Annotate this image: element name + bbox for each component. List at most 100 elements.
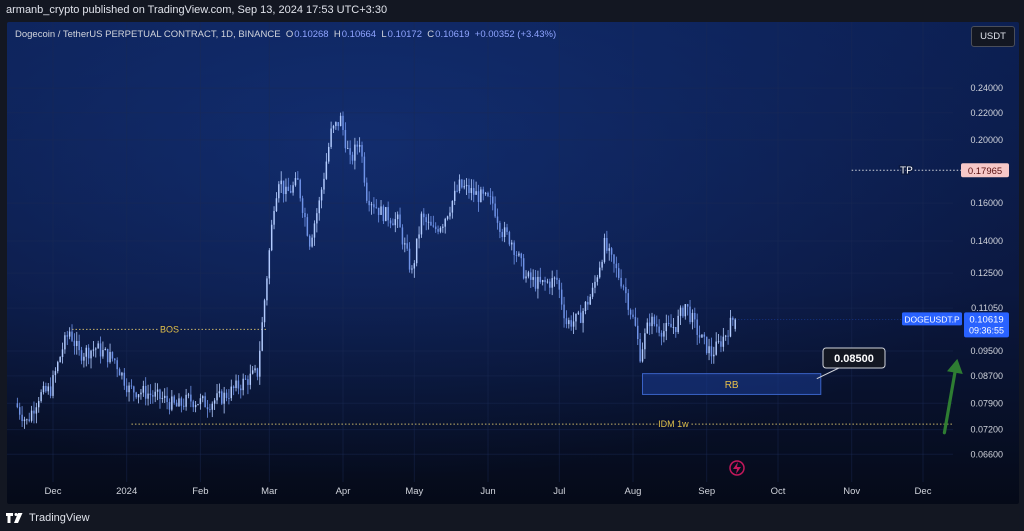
candle-body [187, 394, 190, 396]
candle-body [437, 229, 439, 232]
callout-connector [816, 366, 842, 380]
candle-body [297, 178, 299, 180]
tp-label: TP [900, 165, 913, 176]
candle-body [154, 391, 156, 397]
candle-body [520, 253, 523, 259]
candle-body [734, 319, 736, 329]
price-axis[interactable]: 0.24000 0.22000 0.20000 0.16000 0.14000 0.125… [970, 83, 1003, 459]
candle-body [632, 314, 634, 317]
candle-body [192, 401, 194, 408]
candle-body [392, 223, 394, 226]
time-axis[interactable]: Dec 2024 Feb Mar Apr May Jun Jul Aug Sep Oct Nov Dec [45, 486, 932, 497]
candle-body [563, 304, 565, 319]
candle-body [698, 334, 701, 338]
candle-body [603, 237, 606, 262]
candle-body [411, 268, 413, 270]
candle-body [622, 286, 625, 288]
candle-body [292, 185, 294, 193]
candle-body [511, 242, 513, 245]
candle-body [156, 389, 159, 392]
candle-body [354, 144, 356, 161]
candle-body [140, 392, 142, 395]
grid-lines [7, 22, 953, 482]
candle-body [78, 340, 80, 351]
candle-body [618, 268, 620, 278]
candle-body [601, 261, 603, 268]
symbol-tag: DOGEUSDT.P [904, 314, 960, 324]
candle-body [42, 385, 45, 393]
candle-body [551, 278, 553, 288]
candle-body [228, 397, 230, 399]
candle-body [330, 128, 332, 147]
candle-body [444, 218, 446, 227]
candle-body [587, 301, 589, 305]
candle-body [705, 336, 708, 354]
chart-panel[interactable]: RB BOS IDM 1w TP 0.17965 DOGEUSDT.P 0.10619 09… [7, 22, 1019, 504]
chart-glow [7, 22, 1019, 504]
candle-body [613, 254, 615, 264]
candle-body [275, 198, 278, 212]
candle-body [432, 225, 435, 227]
candle-body [218, 391, 221, 394]
candle-body [225, 392, 228, 398]
price-tick-label: 0.16000 [970, 198, 1003, 208]
candle-body [494, 203, 496, 217]
flash-icon[interactable] [729, 460, 745, 476]
tradingview-logo-icon [6, 513, 23, 523]
candle-body [591, 287, 594, 297]
candle-body [142, 385, 145, 393]
candle-body [351, 154, 354, 161]
candle-body [166, 395, 168, 403]
candle-body [584, 301, 587, 312]
candle-body [92, 349, 95, 351]
candle-body [549, 281, 551, 288]
candle-body [244, 378, 247, 380]
candle-body [121, 372, 123, 376]
close-label: C [427, 29, 435, 40]
candle-body [644, 333, 646, 350]
candle-body [572, 321, 575, 327]
candle-body [116, 360, 118, 370]
candle-body [40, 392, 42, 402]
candle-body [689, 306, 691, 323]
candle-body [439, 227, 442, 232]
candle-body [653, 316, 656, 325]
candle-body [527, 272, 530, 277]
candle-body [425, 217, 427, 223]
candle-body [625, 287, 627, 294]
candle-body [28, 419, 30, 421]
candle-body [387, 207, 389, 221]
open-value: 0.10268 [294, 29, 329, 40]
candle-body [135, 392, 137, 398]
candle-body [261, 322, 263, 351]
candle-body [268, 250, 271, 279]
candle-body [453, 190, 456, 201]
candle-body [54, 371, 57, 376]
candle-body [703, 334, 706, 337]
candle-body [677, 315, 679, 333]
candle-body [675, 327, 677, 333]
price-tick-label: 0.11050 [971, 303, 1003, 313]
candle-body [686, 304, 689, 307]
candle-body [434, 226, 437, 230]
candle-body [722, 336, 725, 347]
candle-body [648, 322, 651, 327]
candle-body [696, 319, 698, 335]
price-tick-label: 0.22000 [970, 108, 1003, 118]
candle-body [97, 343, 99, 349]
arrow-up-icon [947, 358, 963, 374]
candle-body [59, 357, 61, 363]
candle-body [366, 182, 368, 201]
candle-body [18, 407, 21, 415]
currency-button[interactable]: USDT [971, 26, 1015, 47]
time-tick-label: Aug [625, 486, 642, 497]
candle-body [278, 184, 280, 199]
candle-body [382, 206, 385, 222]
candle-body [123, 372, 126, 386]
tp-price-tag: 0.17965 [968, 166, 1002, 177]
candle-body [266, 278, 268, 301]
open-label: O [285, 29, 294, 40]
candle-body [102, 350, 104, 357]
